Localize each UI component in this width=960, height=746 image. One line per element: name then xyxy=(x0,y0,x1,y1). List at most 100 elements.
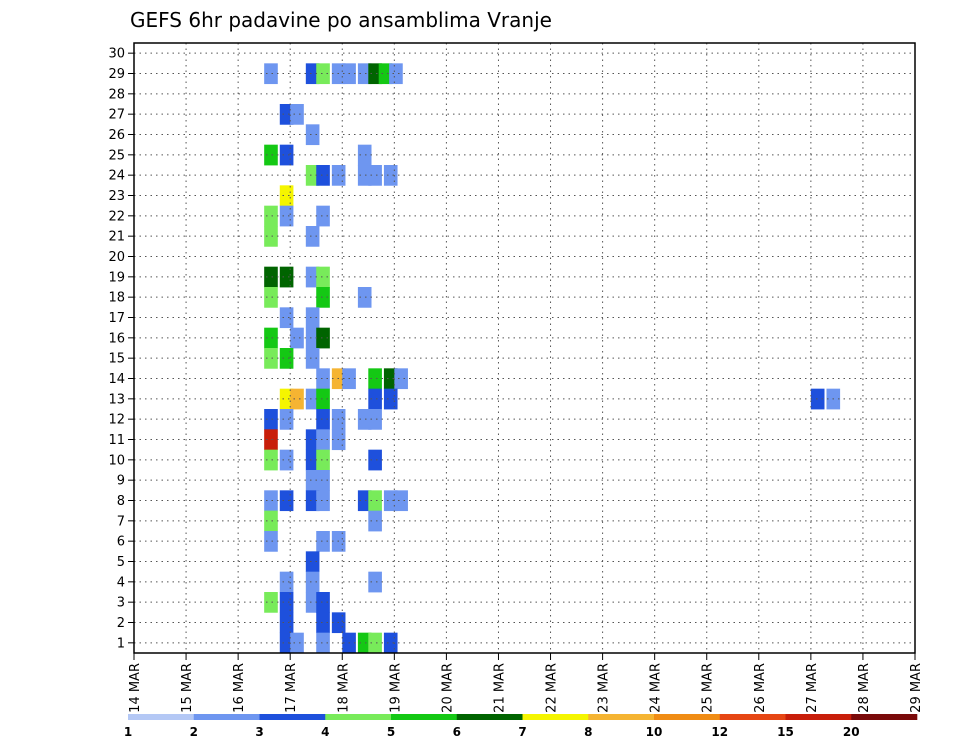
heatmap-cell xyxy=(316,327,330,349)
legend-label: 1 xyxy=(124,725,132,739)
heatmap-cell xyxy=(305,592,320,613)
y-tick-label: 29 xyxy=(108,67,125,82)
heatmap-cell xyxy=(316,266,330,288)
legend-color-swatch xyxy=(719,714,786,720)
heatmap-cell xyxy=(368,165,382,186)
heatmap-cell xyxy=(305,124,320,146)
heatmap-cell xyxy=(305,226,320,247)
heatmap-cell xyxy=(316,287,330,308)
heatmap-cell xyxy=(264,144,278,166)
y-tick-label: 3 xyxy=(117,596,125,611)
heatmap-cell xyxy=(305,327,320,349)
heatmap-cell xyxy=(368,63,382,85)
x-tick-label: 17 MAR xyxy=(284,663,299,713)
legend-color-swatch xyxy=(391,714,458,720)
heatmap-cell xyxy=(264,449,278,471)
x-tick-label: 24 MAR xyxy=(649,663,664,713)
y-tick-label: 19 xyxy=(108,270,125,285)
y-tick-label: 18 xyxy=(108,291,125,306)
x-tick-label: 27 MAR xyxy=(805,663,820,713)
y-tick-label: 24 xyxy=(108,169,125,184)
heatmap-cell xyxy=(264,327,278,349)
heatmap-cell xyxy=(378,63,393,85)
legend-color-swatch xyxy=(851,714,918,720)
heatmap-cell xyxy=(264,531,278,552)
legend-label: 12 xyxy=(711,725,728,739)
legend-label: 8 xyxy=(584,725,592,739)
heatmap-cell xyxy=(305,490,320,512)
legend-label: 5 xyxy=(387,725,395,739)
x-tick-label: 19 MAR xyxy=(388,663,403,713)
heatmap-cell xyxy=(279,571,294,593)
legend-color-swatch xyxy=(522,714,589,720)
heatmap-cell xyxy=(305,266,320,288)
y-axis: 1234567891011121314151617181920212223242… xyxy=(108,47,134,651)
heatmap-cell xyxy=(316,205,330,227)
heatmap-cell xyxy=(316,490,330,512)
heatmap-cell xyxy=(394,368,408,390)
y-tick-label: 17 xyxy=(108,311,125,326)
heatmap-cell xyxy=(368,409,382,430)
heatmap-cell xyxy=(279,490,294,512)
heatmap-cell xyxy=(290,104,304,125)
heatmap-cell xyxy=(316,449,330,471)
heatmap-cell xyxy=(279,348,294,369)
heatmap-cell xyxy=(279,307,294,329)
y-tick-label: 10 xyxy=(108,453,125,468)
chart-title: GEFS 6hr padavine po ansamblima Vranje xyxy=(130,8,552,32)
heatmap-cell xyxy=(368,571,382,593)
x-tick-label: 22 MAR xyxy=(545,663,560,713)
heatmap-cell xyxy=(264,592,278,613)
heatmap-cell xyxy=(305,307,320,329)
heatmap-cell xyxy=(357,287,372,308)
heatmap-cell xyxy=(316,612,330,634)
legend-color-swatch xyxy=(128,714,195,720)
y-tick-label: 13 xyxy=(108,392,125,407)
heatmap-cell xyxy=(389,63,403,85)
heatmap-cell xyxy=(279,144,294,166)
heatmap-cell xyxy=(279,612,294,634)
y-tick-label: 20 xyxy=(108,250,125,265)
y-tick-label: 1 xyxy=(117,636,125,651)
y-tick-label: 2 xyxy=(117,616,125,631)
x-tick-label: 26 MAR xyxy=(753,663,768,713)
legend-label: 4 xyxy=(321,725,329,739)
heatmap-cell xyxy=(264,205,278,227)
heatmap-cell xyxy=(305,388,320,410)
x-tick-label: 16 MAR xyxy=(232,663,247,713)
x-tick-label: 14 MAR xyxy=(128,663,143,713)
y-tick-label: 15 xyxy=(108,352,125,367)
heatmap-cell xyxy=(279,449,294,471)
heatmap-cell xyxy=(279,266,294,288)
heatmap-cell xyxy=(264,429,278,451)
heatmap-cell xyxy=(357,409,372,430)
y-tick-label: 14 xyxy=(108,372,125,387)
heatmap-cell xyxy=(305,165,320,186)
legend-label: 20 xyxy=(843,725,860,739)
heatmap-cell xyxy=(368,368,382,390)
heatmap-cell xyxy=(264,63,278,85)
heatmap-cell xyxy=(316,388,330,410)
y-tick-label: 27 xyxy=(108,108,125,123)
heatmap-cell xyxy=(357,63,372,85)
heatmap-cell xyxy=(305,348,320,369)
grid-layer xyxy=(134,43,915,653)
y-tick-label: 11 xyxy=(108,433,125,448)
heatmap-cell xyxy=(305,449,320,471)
legend-color-swatch xyxy=(193,714,260,720)
heatmap-cell xyxy=(316,429,330,451)
heatmap-cell xyxy=(394,490,408,512)
legend-color-swatch xyxy=(325,714,392,720)
plot-frame xyxy=(133,42,916,654)
heatmap-cell xyxy=(368,510,382,532)
y-tick-label: 12 xyxy=(108,413,125,428)
heatmap-cell xyxy=(368,388,382,410)
heatmap-cell xyxy=(357,144,372,166)
heatmap-cell xyxy=(279,205,294,227)
y-tick-label: 4 xyxy=(117,575,125,590)
heatmap-cell xyxy=(264,226,278,247)
heatmap-cell xyxy=(368,632,382,654)
heatmap-cell xyxy=(264,348,278,369)
heatmap-cell xyxy=(264,510,278,532)
y-tick-label: 21 xyxy=(108,230,125,245)
